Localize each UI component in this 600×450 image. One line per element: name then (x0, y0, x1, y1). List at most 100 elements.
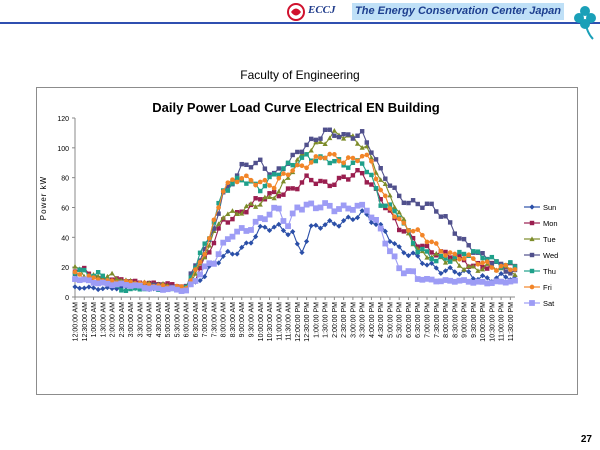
data-point (493, 278, 500, 285)
data-point (271, 189, 277, 195)
x-tick-label: 3:30:00 AM (137, 302, 144, 338)
data-point (290, 229, 296, 235)
data-point (81, 276, 88, 283)
data-point (452, 269, 458, 275)
organization-banner: The Energy Conservation Center Japan (352, 3, 564, 20)
x-tick-label: 8:30:00 PM (452, 302, 459, 338)
data-point (294, 204, 301, 211)
data-point (529, 284, 535, 290)
data-point (341, 132, 346, 137)
data-point (387, 192, 393, 198)
data-point (479, 266, 486, 272)
data-point (466, 243, 471, 248)
data-point (248, 165, 254, 170)
data-point (318, 136, 323, 141)
data-point (192, 278, 199, 284)
data-point (373, 186, 379, 191)
data-point (308, 223, 314, 229)
data-point (262, 177, 268, 183)
data-point (529, 220, 535, 226)
data-point (322, 179, 328, 184)
data-point (480, 251, 485, 256)
x-tick-label: 9:00:00 PM (462, 302, 469, 338)
data-point (345, 155, 351, 160)
data-point (415, 201, 420, 207)
data-point (206, 260, 213, 267)
data-point (355, 133, 360, 138)
data-point (383, 205, 388, 211)
data-point (488, 280, 495, 286)
data-point (484, 275, 490, 281)
data-point (465, 278, 472, 285)
data-point (281, 166, 286, 171)
data-point (364, 152, 370, 158)
data-point (271, 224, 277, 230)
data-point (485, 266, 490, 271)
x-tick-label: 2:30:00 AM (119, 302, 126, 338)
data-point (419, 276, 426, 283)
data-point (512, 272, 518, 277)
data-point (332, 182, 337, 187)
data-point (104, 273, 111, 279)
data-point (248, 227, 254, 233)
data-point (142, 280, 147, 286)
data-point (244, 162, 249, 168)
data-point (461, 277, 467, 283)
data-point (415, 249, 420, 255)
data-point (424, 243, 430, 249)
data-point (313, 154, 319, 159)
data-point (86, 284, 92, 290)
data-point (193, 263, 198, 268)
data-point (466, 252, 472, 258)
data-point (327, 218, 333, 224)
chart-legend: Sun Mon Tue Wed Thu Fri Sat (524, 203, 558, 308)
data-point (295, 149, 300, 155)
data-point (479, 278, 486, 285)
data-point (331, 221, 337, 227)
data-point (387, 202, 393, 207)
data-point (424, 239, 430, 245)
legend-label: Fri (543, 283, 552, 292)
data-point (401, 200, 407, 206)
legend-item-fri: Fri (524, 283, 552, 292)
x-tick-label: 9:30:00 AM (249, 302, 256, 338)
data-point (470, 256, 476, 261)
data-point (317, 225, 324, 231)
data-point (529, 300, 535, 306)
data-point (424, 275, 430, 282)
data-point (410, 241, 416, 246)
data-point (244, 173, 249, 179)
data-point (443, 253, 448, 258)
x-tick-label: 10:00:00 AM (258, 302, 265, 341)
data-point (378, 166, 383, 171)
data-point (262, 183, 268, 189)
data-point (271, 195, 277, 201)
x-tick-label: 8:00:00 AM (221, 302, 228, 338)
data-point (276, 188, 282, 194)
data-point (378, 197, 383, 202)
data-point (303, 201, 310, 208)
data-point (438, 270, 444, 276)
data-point (420, 205, 425, 210)
data-point (489, 261, 495, 266)
data-point (350, 173, 356, 178)
x-tick-label: 8:00:00 PM (443, 302, 450, 338)
data-point (420, 232, 425, 238)
x-axis: 12:00:00 AM 12:30:00 AM 1:00:00 AM 1:30:00 … (73, 296, 515, 342)
data-point (350, 206, 356, 213)
x-tick-label: 6:30:00 AM (193, 302, 200, 338)
data-point (332, 152, 337, 157)
x-tick-label: 5:30:00 AM (174, 302, 181, 338)
data-point (234, 173, 240, 178)
data-point (239, 161, 244, 167)
data-point (442, 277, 449, 283)
data-point (475, 278, 481, 285)
legend-label: Thu (543, 267, 556, 276)
data-point (359, 208, 365, 214)
data-point (346, 177, 351, 182)
data-point (202, 274, 208, 280)
data-point (475, 261, 481, 267)
data-point (470, 279, 477, 286)
legend-label: Sat (543, 299, 555, 308)
data-point (415, 227, 421, 232)
